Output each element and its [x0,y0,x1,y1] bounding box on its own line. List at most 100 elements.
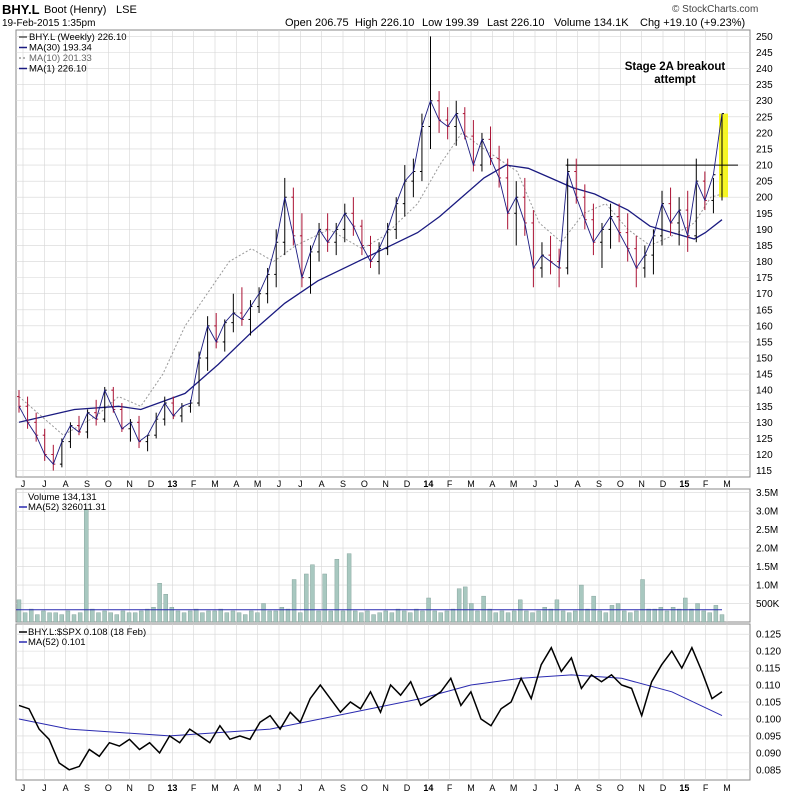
ratio-x-tick-label: J [533,783,538,793]
price-x-tick-label: J [554,479,559,489]
volume-bar [548,608,554,623]
ma10-line [18,132,723,436]
volume-bar [664,610,670,623]
quote-open: Open 206.75 [285,17,349,29]
ratio-x-tick-label: S [596,783,602,793]
price-tick-label: 190 [756,225,773,236]
volume-bar [71,614,77,623]
volume-bar [371,614,376,623]
price-x-tick-label: S [340,479,346,489]
volume-bar [670,607,676,623]
price-x-tick-label: A [63,479,69,489]
volume-bar [132,612,138,623]
ratio-x-tick-label: J [42,783,47,793]
volume-bar [689,608,694,623]
volume-bar [47,612,52,623]
volume-bar [120,610,126,623]
ratio-x-tick-label: J [298,783,303,793]
volume-tick-label: 1.0M [756,581,778,592]
volume-bar [646,608,651,623]
ratio-tick-label: 0.090 [756,748,781,759]
quote-low: Low 199.39 [422,17,479,29]
price-tick-label: 170 [756,289,773,300]
volume-bar [432,610,437,623]
price-tick-label: 145 [756,370,773,381]
volume-bar [230,610,236,623]
volume-bar [298,612,303,623]
price-tick-label: 155 [756,337,773,348]
price-tick-label: 165 [756,305,773,316]
ratio-ma52-line [18,674,723,737]
volume-bar [29,608,34,623]
ma1-close-line [18,99,723,465]
price-x-tick-label: A [233,479,239,489]
ma30-line [18,164,723,423]
price-x-tick-label: J [21,479,26,489]
volume-bar [224,612,230,623]
volume-bar [603,612,609,623]
watermark: © StockCharts.com [672,4,759,15]
ratio-x-tick-label: N [638,783,645,793]
volume-bar [181,612,187,623]
price-legend-label: MA(1) 226.10 [29,64,87,75]
ratio-tick-label: 0.105 [756,698,781,709]
volume-bar [395,608,401,623]
price-tick-label: 205 [756,177,773,188]
price-x-tick-label: N [382,479,389,489]
quote-volume: Volume 134.1K [554,17,629,29]
volume-bar [90,608,95,623]
volume-bar [346,553,352,623]
price-x-tick-label: S [596,479,602,489]
ratio-x-tick-label: M [510,783,518,793]
ratio-x-tick-label: S [84,783,90,793]
volume-bar [157,583,162,623]
volume-bar [267,610,272,623]
volume-bar [377,612,382,623]
volume-bar [621,610,627,623]
price-legend-label: BHY.L (Weekly) 226.10 [29,32,127,43]
volume-bar [609,605,615,623]
ratio-x-tick-label: F [447,783,453,793]
ratio-x-tick-label: O [617,783,624,793]
volume-bar [304,573,309,623]
price-legend-label: MA(30) 193.34 [29,43,92,54]
volume-tick-label: 3.5M [756,488,778,499]
volume-bar [353,610,358,623]
price-tick-label: 135 [756,402,773,413]
volume-bar [401,610,407,623]
volume-bar [493,612,499,623]
ratio-tick-label: 0.100 [756,714,781,725]
ratio-x-tick-label: J [554,783,559,793]
price-panel-frame [15,29,751,478]
volume-bar [499,610,505,623]
quote-change: Chg +19.10 (+9.23%) [640,17,746,29]
ratio-x-tick-label: A [319,783,325,793]
volume-bar [463,586,468,623]
ratio-x-tick-label: D [404,783,411,793]
volume-bar [566,612,572,623]
volume-bar [658,607,664,623]
ratio-x-tick-label: M [254,783,262,793]
volume-bar [408,612,413,623]
price-tick-label: 180 [756,257,773,268]
volume-bar [456,588,462,623]
exchange-label: LSE [116,4,137,16]
quote-last: Last 226.10 [487,17,545,29]
company-name: Boot (Henry) [44,4,107,16]
volume-bar [597,610,602,623]
ratio-x-tick-label: J [277,783,282,793]
volume-bar [322,573,327,623]
volume-bar [450,608,456,623]
ratio-x-tick-label: N [382,783,389,793]
price-tick-label: 225 [756,112,773,123]
ratio-x-tick-label: J [21,783,26,793]
price-x-tick-label: J [277,479,282,489]
price-x-tick-label: O [617,479,624,489]
volume-legend-label: Volume 134,131 [28,492,97,503]
ratio-x-tick-label: A [63,783,69,793]
volume-bar [249,610,254,623]
volume-bar [389,612,395,623]
price-x-tick-label: F [191,479,197,489]
volume-bar [713,605,719,623]
ratio-line [18,645,723,771]
